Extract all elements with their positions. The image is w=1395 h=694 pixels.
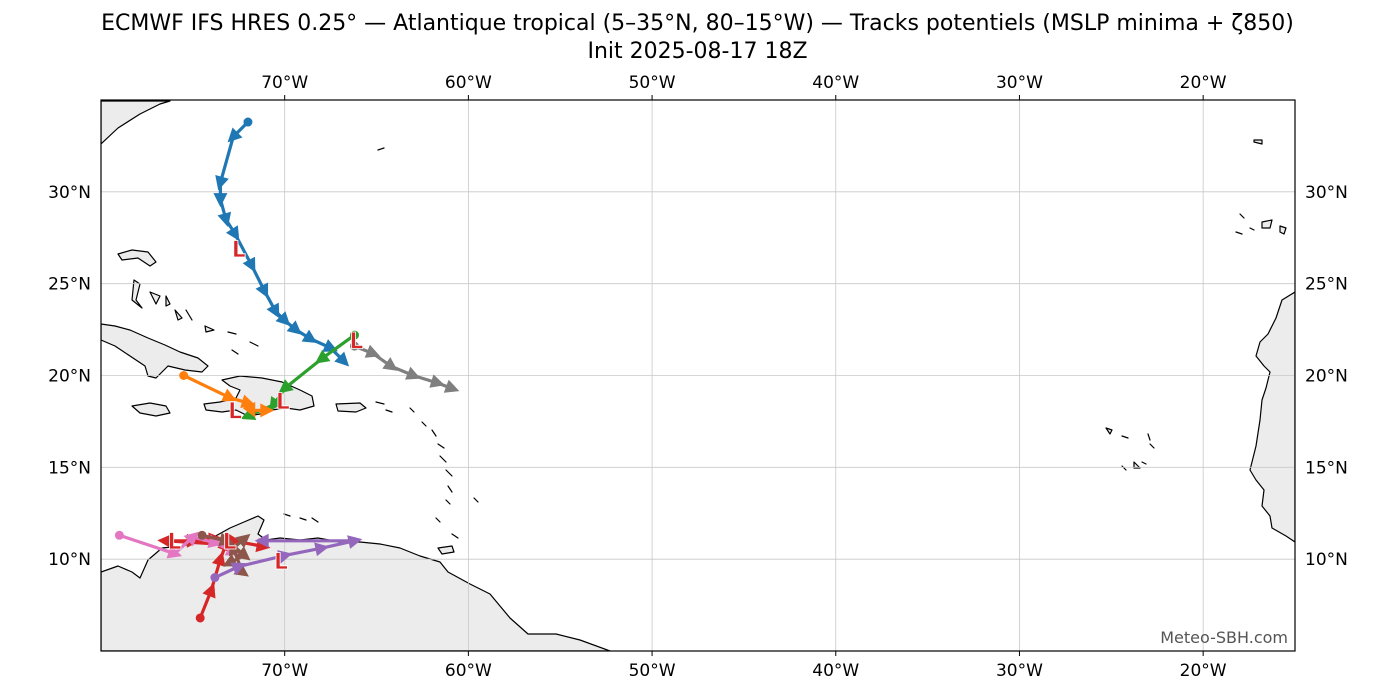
- lon-tick-label-bottom: 60°W: [445, 661, 492, 681]
- track-point-marker: [213, 193, 228, 208]
- low-pressure-marker: L: [223, 530, 237, 555]
- track-start-point: [114, 530, 124, 540]
- jamaica-island: [131, 402, 171, 417]
- lat-tick-label-left: 15°N: [48, 458, 91, 478]
- track-point-marker: [254, 533, 269, 548]
- lon-tick-label-top: 60°W: [445, 73, 492, 93]
- track-point-marker: [221, 388, 237, 402]
- lon-tick-label-bottom: 20°W: [1180, 661, 1227, 681]
- lat-tick-label-right: 10°N: [1305, 550, 1348, 570]
- track-point-marker: [235, 546, 251, 561]
- track-point-marker: [301, 329, 318, 344]
- gridlines: [101, 100, 1295, 651]
- lat-tick-label-left: 30°N: [48, 183, 91, 203]
- low-pressure-marker: L: [276, 390, 290, 415]
- title-line-1: ECMWF IFS HRES 0.25° — Atlantique tropic…: [101, 11, 1294, 36]
- track-point-marker: [225, 225, 240, 241]
- track-point-marker: [275, 311, 291, 327]
- track-start-point: [243, 117, 253, 127]
- track-point-marker: [230, 562, 247, 576]
- track-point-marker: [157, 534, 172, 549]
- bermuda-island: [377, 147, 385, 151]
- track-point-marker: [240, 407, 257, 420]
- title-line-2: Init 2025-08-17 18Z: [587, 39, 808, 64]
- lon-tick-label-top: 30°W: [996, 73, 1043, 93]
- bahamas-islands: [117, 249, 259, 355]
- track-start-point: [197, 530, 207, 540]
- track-start-point: [179, 371, 189, 380]
- track-point-marker: [235, 533, 251, 549]
- credit-label: Meteo-SBH.com: [1160, 628, 1288, 647]
- low-pressure-marker: L: [228, 399, 242, 424]
- florida-coast: [101, 100, 171, 145]
- track-point-marker: [364, 344, 381, 358]
- cape-verde-islands: [1105, 427, 1155, 471]
- low-pressure-marker: L: [349, 330, 363, 355]
- lat-tick-label-right: 25°N: [1305, 275, 1348, 295]
- canary-islands: [1235, 213, 1287, 235]
- low-pressure-marker: L: [274, 550, 288, 575]
- cuba-island: [101, 323, 209, 379]
- track-point-marker: [202, 582, 216, 599]
- west-africa: [1249, 291, 1295, 543]
- track-point-marker: [260, 403, 275, 418]
- track-point-marker: [255, 282, 269, 299]
- track-point-marker: [278, 379, 294, 394]
- track-point-marker: [334, 351, 350, 367]
- puerto-rico-island: [335, 402, 367, 413]
- track-point-marker: [314, 349, 331, 364]
- lon-tick-label-top: 40°W: [812, 73, 859, 93]
- lon-tick-label-bottom: 50°W: [629, 661, 676, 681]
- track-point-marker: [227, 127, 243, 143]
- track-point-marker: [314, 542, 330, 557]
- low-pressure-marker: L: [232, 238, 246, 263]
- lon-tick-label-top: 70°W: [261, 73, 308, 93]
- lon-tick-label-top: 50°W: [629, 73, 676, 93]
- track-point-marker: [347, 535, 363, 549]
- low-pressure-marker: L: [167, 530, 181, 555]
- map-frame: [100, 99, 1296, 652]
- track-point-marker: [183, 531, 199, 547]
- track-point-marker: [211, 551, 226, 567]
- track-point-marker: [277, 550, 293, 564]
- track-point-marker: [286, 320, 302, 335]
- trinidad-island: [437, 545, 455, 555]
- lat-tick-label-left: 20°N: [48, 367, 91, 387]
- lat-tick-label-right: 15°N: [1305, 458, 1348, 478]
- track-point-marker: [166, 545, 183, 559]
- track-point-marker: [266, 302, 280, 319]
- track-point-marker: [443, 379, 460, 393]
- track-point-marker: [218, 532, 234, 547]
- track-point-marker: [215, 174, 229, 191]
- lon-tick-label-bottom: 30°W: [996, 661, 1043, 681]
- lesser-antilles: [375, 401, 479, 539]
- track-point-marker: [217, 211, 232, 228]
- madeira-island: [1253, 139, 1263, 145]
- track-start-point: [210, 573, 220, 583]
- axis-ticks: 70°W 70°W 60°W 60°W 50°W 50°W 40°W 40°W 30°W 30°W…: [48, 73, 1348, 681]
- lat-tick-label-left: 10°N: [48, 550, 91, 570]
- track-point-marker: [269, 396, 283, 412]
- track-point-marker: [242, 401, 256, 418]
- track-point-marker: [242, 256, 256, 273]
- lon-tick-label-bottom: 40°W: [812, 661, 859, 681]
- storm-tracks: [114, 117, 460, 623]
- track-start-point: [195, 613, 205, 623]
- lon-tick-label-bottom: 70°W: [261, 661, 308, 681]
- track-point-marker: [405, 366, 421, 380]
- lon-tick-label-top: 20°W: [1180, 73, 1227, 93]
- track-point-marker: [429, 374, 445, 388]
- track-start-point: [349, 330, 359, 340]
- abc-islands: [283, 513, 319, 523]
- lat-tick-label-left: 25°N: [48, 275, 91, 295]
- low-markers: L L L L L L L: [167, 237, 364, 575]
- track-point-marker: [228, 540, 242, 557]
- track-start-point: [349, 341, 359, 351]
- lat-tick-label-right: 20°N: [1305, 367, 1348, 387]
- lat-tick-label-right: 30°N: [1305, 183, 1348, 203]
- track-point-marker: [382, 357, 398, 371]
- map-title: ECMWF IFS HRES 0.25° — Atlantique tropic…: [0, 10, 1395, 66]
